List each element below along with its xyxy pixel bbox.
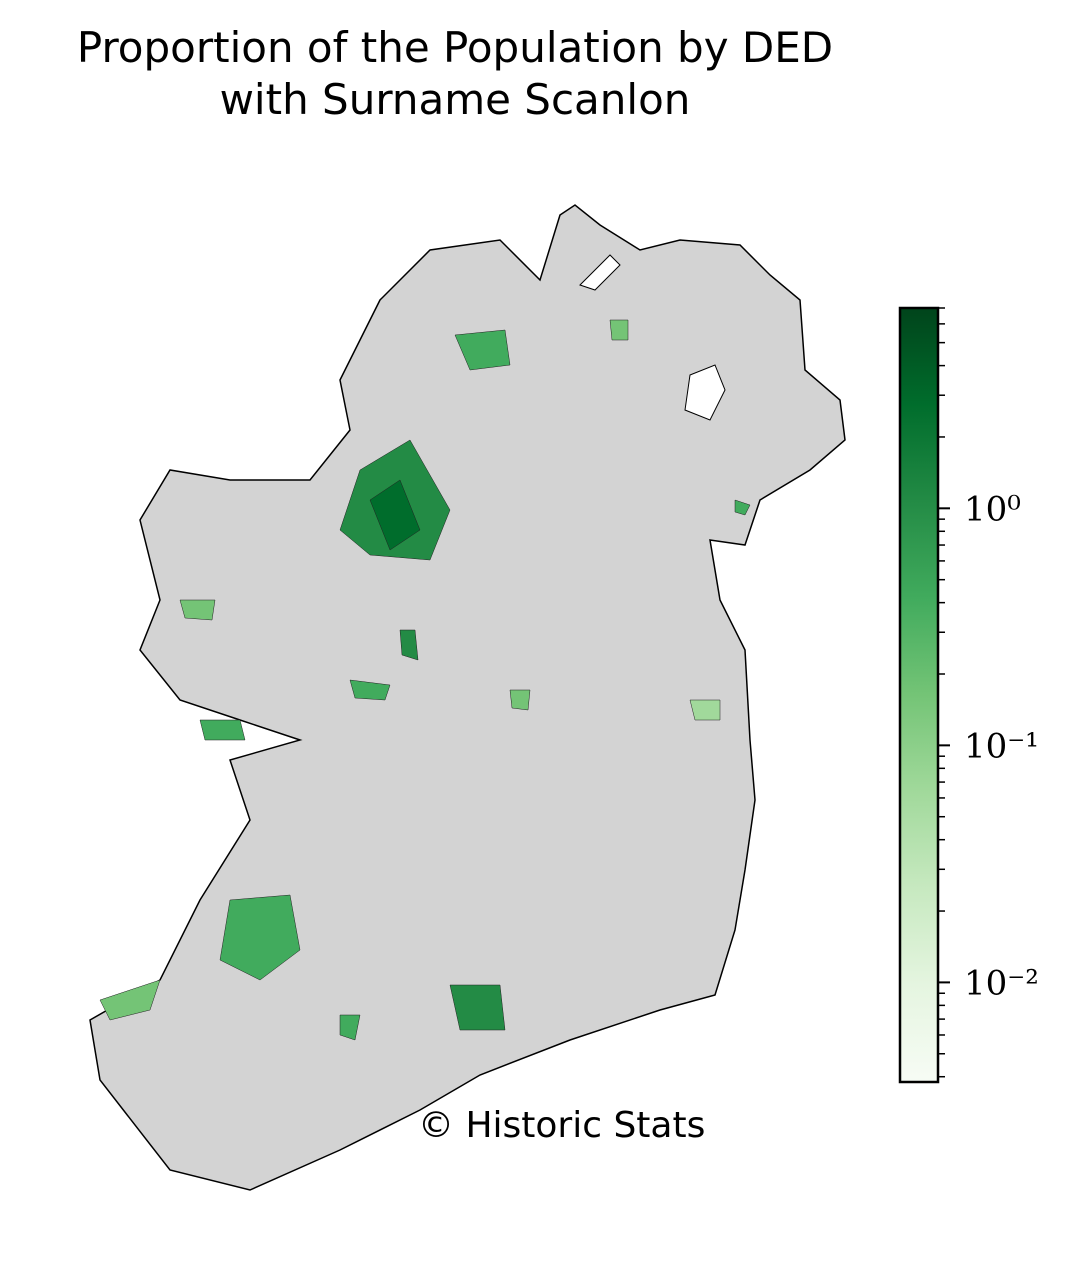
colorbar-tick-label: 10⁻¹ (964, 726, 1039, 766)
credit: © Historic Stats (418, 1105, 705, 1146)
map (89, 204, 846, 1191)
lough (684, 364, 726, 421)
title-line: Proportion of the Population by DED (77, 23, 833, 72)
lough (579, 254, 621, 291)
colorbar (898, 306, 940, 1084)
colorbar-tick-label: 10⁰ (964, 489, 1021, 529)
shaded-areas (99, 319, 751, 1041)
colorbar-tick-label: 10⁻² (964, 963, 1039, 1003)
title-line: with Surname Scanlon (220, 75, 691, 124)
